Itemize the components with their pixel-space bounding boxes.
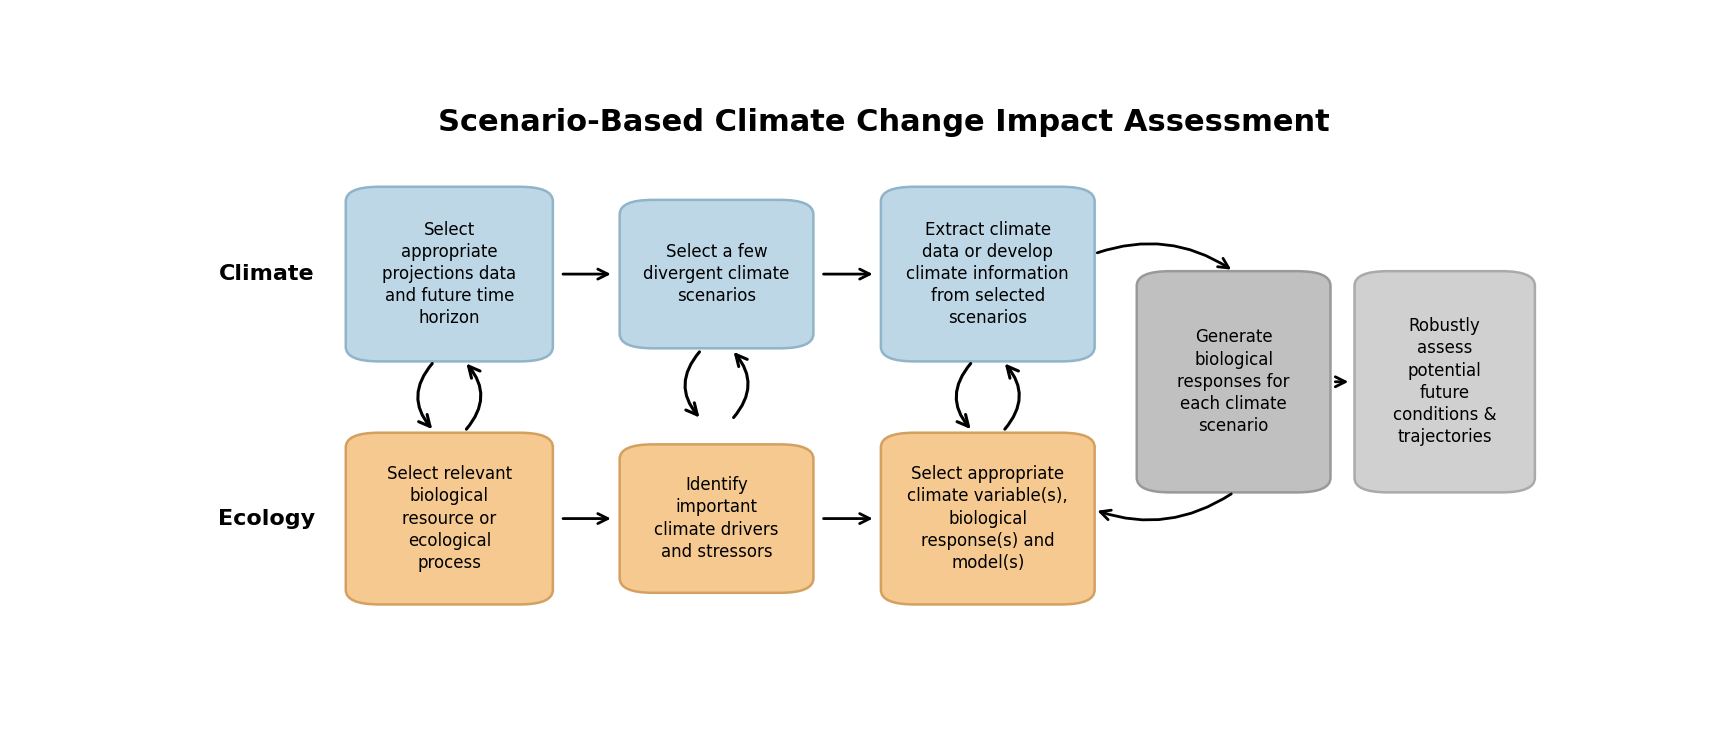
FancyBboxPatch shape: [346, 187, 553, 361]
Text: Robustly
assess
potential
future
conditions &
trajectories: Robustly assess potential future conditi…: [1392, 318, 1496, 446]
Text: Scenario-Based Climate Change Impact Assessment: Scenario-Based Climate Change Impact Ass…: [438, 108, 1328, 137]
Text: Generate
biological
responses for
each climate
scenario: Generate biological responses for each c…: [1177, 328, 1289, 435]
Text: Climate: Climate: [219, 264, 314, 284]
FancyBboxPatch shape: [346, 432, 553, 605]
Text: Select
appropriate
projections data
and future time
horizon: Select appropriate projections data and …: [383, 221, 517, 327]
FancyBboxPatch shape: [619, 200, 813, 349]
Text: Select relevant
biological
resource or
ecological
process: Select relevant biological resource or e…: [386, 465, 512, 572]
Text: Ecology: Ecology: [217, 509, 315, 528]
FancyBboxPatch shape: [1354, 271, 1533, 492]
Text: Select appropriate
climate variable(s),
biological
response(s) and
model(s): Select appropriate climate variable(s), …: [906, 465, 1068, 572]
FancyBboxPatch shape: [619, 445, 813, 593]
Text: Select a few
divergent climate
scenarios: Select a few divergent climate scenarios: [643, 243, 789, 305]
Text: Identify
important
climate drivers
and stressors: Identify important climate drivers and s…: [655, 476, 779, 561]
FancyBboxPatch shape: [880, 187, 1094, 361]
Text: Extract climate
data or develop
climate information
from selected
scenarios: Extract climate data or develop climate …: [906, 221, 1068, 327]
FancyBboxPatch shape: [1135, 271, 1330, 492]
FancyBboxPatch shape: [880, 432, 1094, 605]
